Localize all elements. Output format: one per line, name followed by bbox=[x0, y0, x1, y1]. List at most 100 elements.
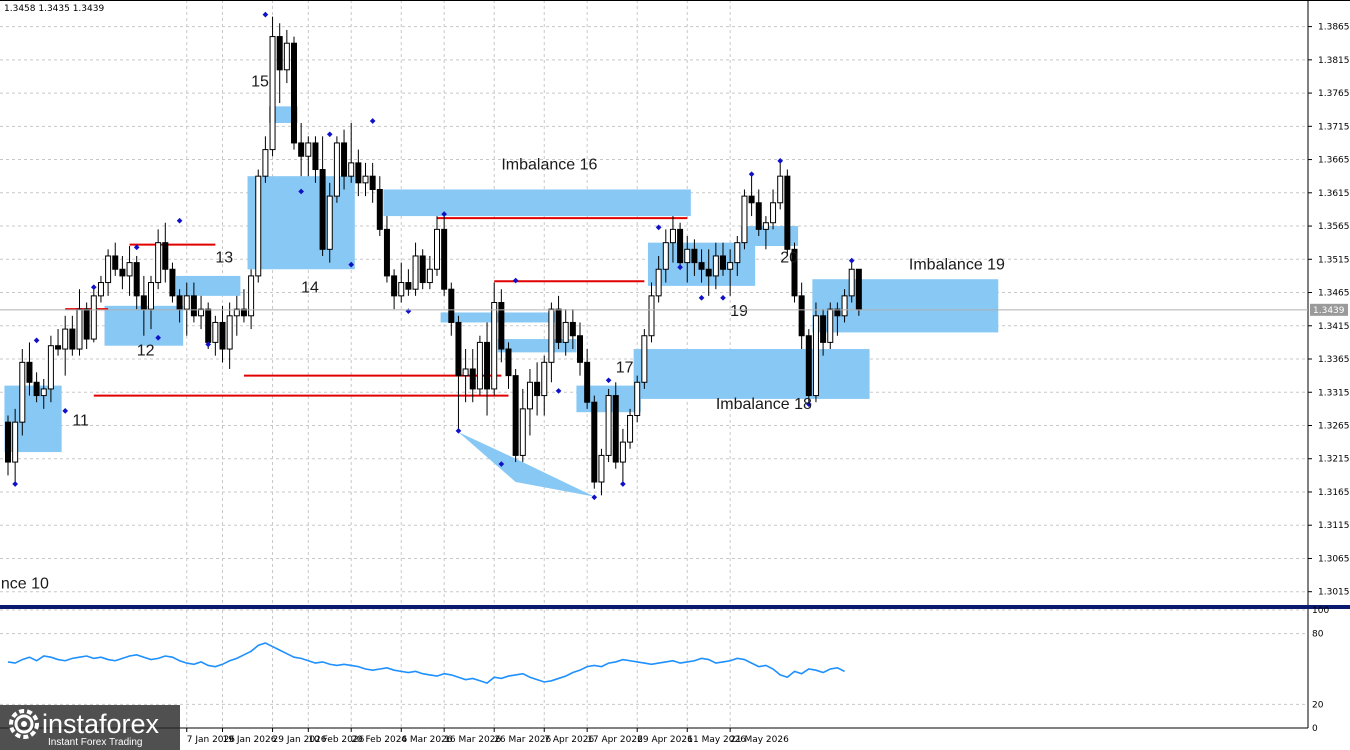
annotation-label: Imbalance 16 bbox=[501, 157, 597, 174]
price-tick-label: 1.3065 bbox=[1318, 554, 1350, 564]
candle-body-bull bbox=[226, 315, 233, 350]
candle-body-bear bbox=[205, 308, 212, 343]
imbalance-zone bbox=[176, 275, 241, 296]
candle bbox=[812, 302, 819, 403]
candle-body-bull bbox=[183, 295, 190, 310]
candle bbox=[198, 295, 205, 330]
oscillator-line bbox=[7, 642, 845, 685]
osc-tick-label: 80 bbox=[1312, 630, 1324, 640]
time-tick-label: 29 Apr 2026 bbox=[637, 735, 693, 745]
candle-body-bull bbox=[491, 302, 498, 390]
candle bbox=[691, 239, 698, 276]
candle bbox=[105, 249, 112, 296]
fractal-marker bbox=[748, 171, 755, 178]
candle bbox=[484, 322, 491, 416]
candle bbox=[391, 269, 398, 310]
fractal-marker bbox=[498, 461, 505, 467]
candle bbox=[226, 302, 233, 369]
price-tick-label: 1.3815 bbox=[1318, 56, 1350, 66]
candle bbox=[777, 162, 784, 210]
candle bbox=[441, 216, 448, 296]
fractal-marker bbox=[441, 211, 447, 217]
candle-body-bull bbox=[12, 421, 19, 463]
candle bbox=[526, 368, 533, 436]
candle bbox=[455, 315, 462, 429]
candle-body-bull bbox=[669, 228, 676, 244]
candle bbox=[40, 378, 47, 409]
candle-body-bull bbox=[105, 255, 112, 284]
level-lines bbox=[65, 217, 688, 397]
candle bbox=[655, 255, 662, 303]
fractal-marker bbox=[591, 494, 598, 501]
time-tick-label: 7 Apr 2026 bbox=[544, 735, 594, 745]
candle-body-bear bbox=[219, 321, 226, 350]
fractal-marker bbox=[677, 264, 683, 271]
candle-body-bull bbox=[641, 335, 648, 383]
candle-body-bear bbox=[834, 308, 841, 317]
current-price-tag bbox=[1310, 303, 1348, 316]
candle bbox=[855, 268, 862, 316]
osc-tick-label: 0 bbox=[1312, 724, 1318, 734]
candle-body-bear bbox=[512, 375, 519, 456]
candle-body-bear bbox=[441, 228, 448, 290]
candle bbox=[398, 262, 405, 303]
candle bbox=[348, 122, 355, 183]
candle-body-bear bbox=[555, 308, 562, 343]
candle-body-bull bbox=[812, 315, 819, 397]
candle bbox=[591, 395, 598, 489]
candle-body-bear bbox=[805, 335, 812, 397]
annotation-label: 13 bbox=[215, 250, 233, 267]
imbalance-zone bbox=[383, 189, 691, 217]
annotations: 11 12 13 14 15 Imbalance 16 17 Imbalance 18 19 20… bbox=[1, 73, 1005, 592]
fractal-marker bbox=[155, 334, 161, 341]
time-tick-label: 26 Mar 2026 bbox=[494, 735, 551, 745]
price-tick-label: 1.3115 bbox=[1318, 521, 1350, 531]
candle-body-bull bbox=[398, 282, 405, 297]
candle-body-bear bbox=[612, 395, 619, 463]
annotation-label: Imbalance 18 bbox=[716, 396, 812, 413]
candle bbox=[598, 448, 605, 496]
candle-body-bear bbox=[577, 335, 583, 363]
candle bbox=[262, 136, 269, 183]
fractal-marker bbox=[512, 277, 519, 284]
candle bbox=[519, 388, 526, 463]
candle bbox=[248, 269, 255, 330]
imbalance-zone bbox=[633, 349, 870, 399]
candle bbox=[805, 329, 812, 403]
divergence-wedge bbox=[458, 432, 595, 497]
candle-body-bull bbox=[248, 275, 255, 317]
imbalance-zone bbox=[740, 226, 799, 246]
candle-body-bear bbox=[119, 268, 126, 277]
candle-body-bear bbox=[405, 282, 412, 290]
annotation-label: 14 bbox=[301, 280, 319, 297]
candle-body-bull bbox=[777, 175, 784, 204]
fractal-marker bbox=[205, 341, 212, 348]
candle-body-bull bbox=[305, 142, 312, 157]
candle bbox=[19, 349, 26, 436]
candle bbox=[383, 216, 390, 283]
candle-body-bear bbox=[720, 255, 726, 270]
annotation-label: nce 10 bbox=[1, 575, 49, 592]
fractal-marker bbox=[176, 217, 183, 224]
price-tick-label: 1.3415 bbox=[1318, 322, 1350, 332]
candle-body-bear bbox=[584, 361, 591, 403]
candle-body-bull bbox=[148, 282, 154, 310]
candle bbox=[62, 315, 69, 376]
candle-body-bear bbox=[391, 275, 398, 297]
candle bbox=[333, 136, 340, 203]
candle bbox=[684, 236, 691, 283]
fractal-marker bbox=[369, 118, 376, 124]
candle-body-bull bbox=[734, 242, 741, 264]
candle bbox=[584, 349, 591, 409]
candle bbox=[190, 282, 197, 323]
candle-body-bear bbox=[5, 421, 11, 463]
candle bbox=[841, 289, 848, 323]
time-tick-label: 21 May 2026 bbox=[730, 735, 789, 745]
candle-body-bull bbox=[412, 255, 419, 290]
candle bbox=[305, 136, 312, 177]
candle bbox=[426, 255, 433, 290]
candle-body-bull bbox=[47, 345, 54, 390]
candle bbox=[641, 329, 648, 389]
fractal-marker bbox=[777, 158, 784, 164]
candle-body-bull bbox=[548, 308, 555, 363]
